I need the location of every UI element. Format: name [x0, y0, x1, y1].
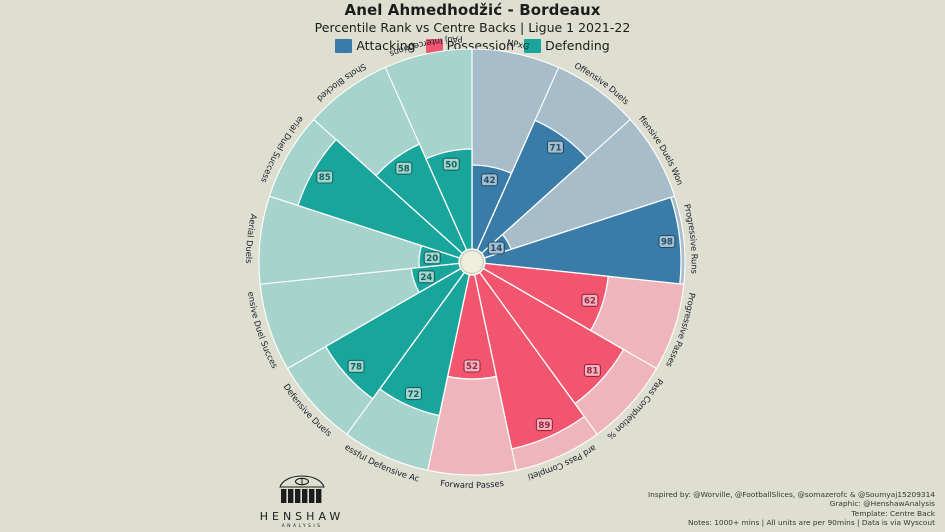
henshaw-stadium-icon: [279, 475, 325, 503]
slice-value-wedge[interactable]: [425, 148, 473, 251]
slice-values: [297, 119, 682, 450]
value-badge: 58: [395, 161, 413, 175]
value-badge: 14: [487, 241, 505, 255]
value-badge: 85: [316, 170, 334, 184]
chart-header: Anel Ahmedhodžić - Bordeaux Percentile R…: [0, 1, 945, 54]
value-text: 58: [398, 164, 410, 174]
legend-label-attacking: Attacking: [356, 38, 416, 53]
logo-subtitle: ANALYSIS: [281, 524, 323, 529]
credits-block: Inspired by: @Worville, @FootballSlices,…: [648, 490, 935, 528]
param-label: Aerial Duels: [244, 213, 259, 263]
value-badge: 42: [480, 173, 499, 187]
slice-value-wedge[interactable]: [297, 138, 464, 259]
credits-inspired: Inspired by: @Worville, @FootballSlices,…: [648, 489, 935, 499]
value-badge: 50: [442, 157, 460, 171]
slice-value-badges: 42 71 14 98 62 81 89 52 72 78 24 20 85 58 50: [316, 140, 676, 432]
legend-label-defending: Defending: [545, 38, 610, 53]
chart-subtitle: Percentile Rank vs Centre Backs | Ligue …: [314, 20, 631, 35]
value-text: 98: [661, 238, 673, 248]
value-badge: 52: [463, 359, 481, 373]
value-text: 62: [584, 297, 596, 307]
value-text: 14: [490, 244, 502, 254]
logo-wordmark: HENSHAW: [259, 510, 345, 523]
value-badge: 71: [546, 140, 565, 154]
credits-template: Template: Centre Back: [851, 508, 935, 518]
value-badge: 89: [535, 418, 553, 432]
value-text: 52: [466, 362, 478, 372]
value-text: 20: [426, 254, 438, 264]
page-title: Anel Ahmedhodžić - Bordeaux: [344, 1, 601, 19]
legend-swatch-defending: [524, 38, 542, 53]
credits-notes: Notes: 1000+ mins | All units are per 90…: [688, 518, 935, 528]
credits-graphic: Graphic: @HenshawAnalysis: [829, 499, 935, 509]
chart-hub: [459, 249, 485, 275]
value-text: 89: [538, 421, 550, 431]
value-badge: 62: [581, 293, 599, 307]
value-text: 50: [445, 160, 457, 170]
chart-legend: Attacking Possession Defending: [0, 38, 945, 53]
value-badge: 24: [417, 270, 435, 284]
value-text: 85: [319, 173, 331, 183]
value-badge: 72: [404, 387, 422, 401]
brand-logo: HENSHAW ANALYSIS: [246, 475, 358, 529]
value-badge: 81: [583, 363, 601, 377]
slice-value-wedge[interactable]: [473, 271, 586, 450]
legend-swatch-attacking: [335, 38, 353, 53]
slice-value-wedge[interactable]: [483, 196, 682, 285]
legend-item-defending: Defending: [524, 38, 610, 53]
legend-swatch-possession: [425, 38, 443, 53]
value-text: 72: [407, 390, 419, 400]
value-badge: 78: [347, 359, 365, 373]
value-text: 71: [549, 143, 561, 153]
param-label: Forward Passes: [440, 478, 505, 490]
param-label: NPxG: [506, 37, 530, 51]
value-badge: 98: [658, 234, 676, 249]
value-text: 78: [350, 363, 362, 373]
legend-item-attacking: Attacking: [335, 38, 416, 53]
param-label: Aerial Duel Success %: [0, 0, 306, 187]
value-badge: 20: [423, 251, 441, 265]
param-label: Defensive Duel Success %: [0, 0, 280, 370]
value-text: 24: [420, 273, 432, 283]
value-text: 81: [586, 367, 598, 377]
value-text: 42: [483, 176, 495, 186]
